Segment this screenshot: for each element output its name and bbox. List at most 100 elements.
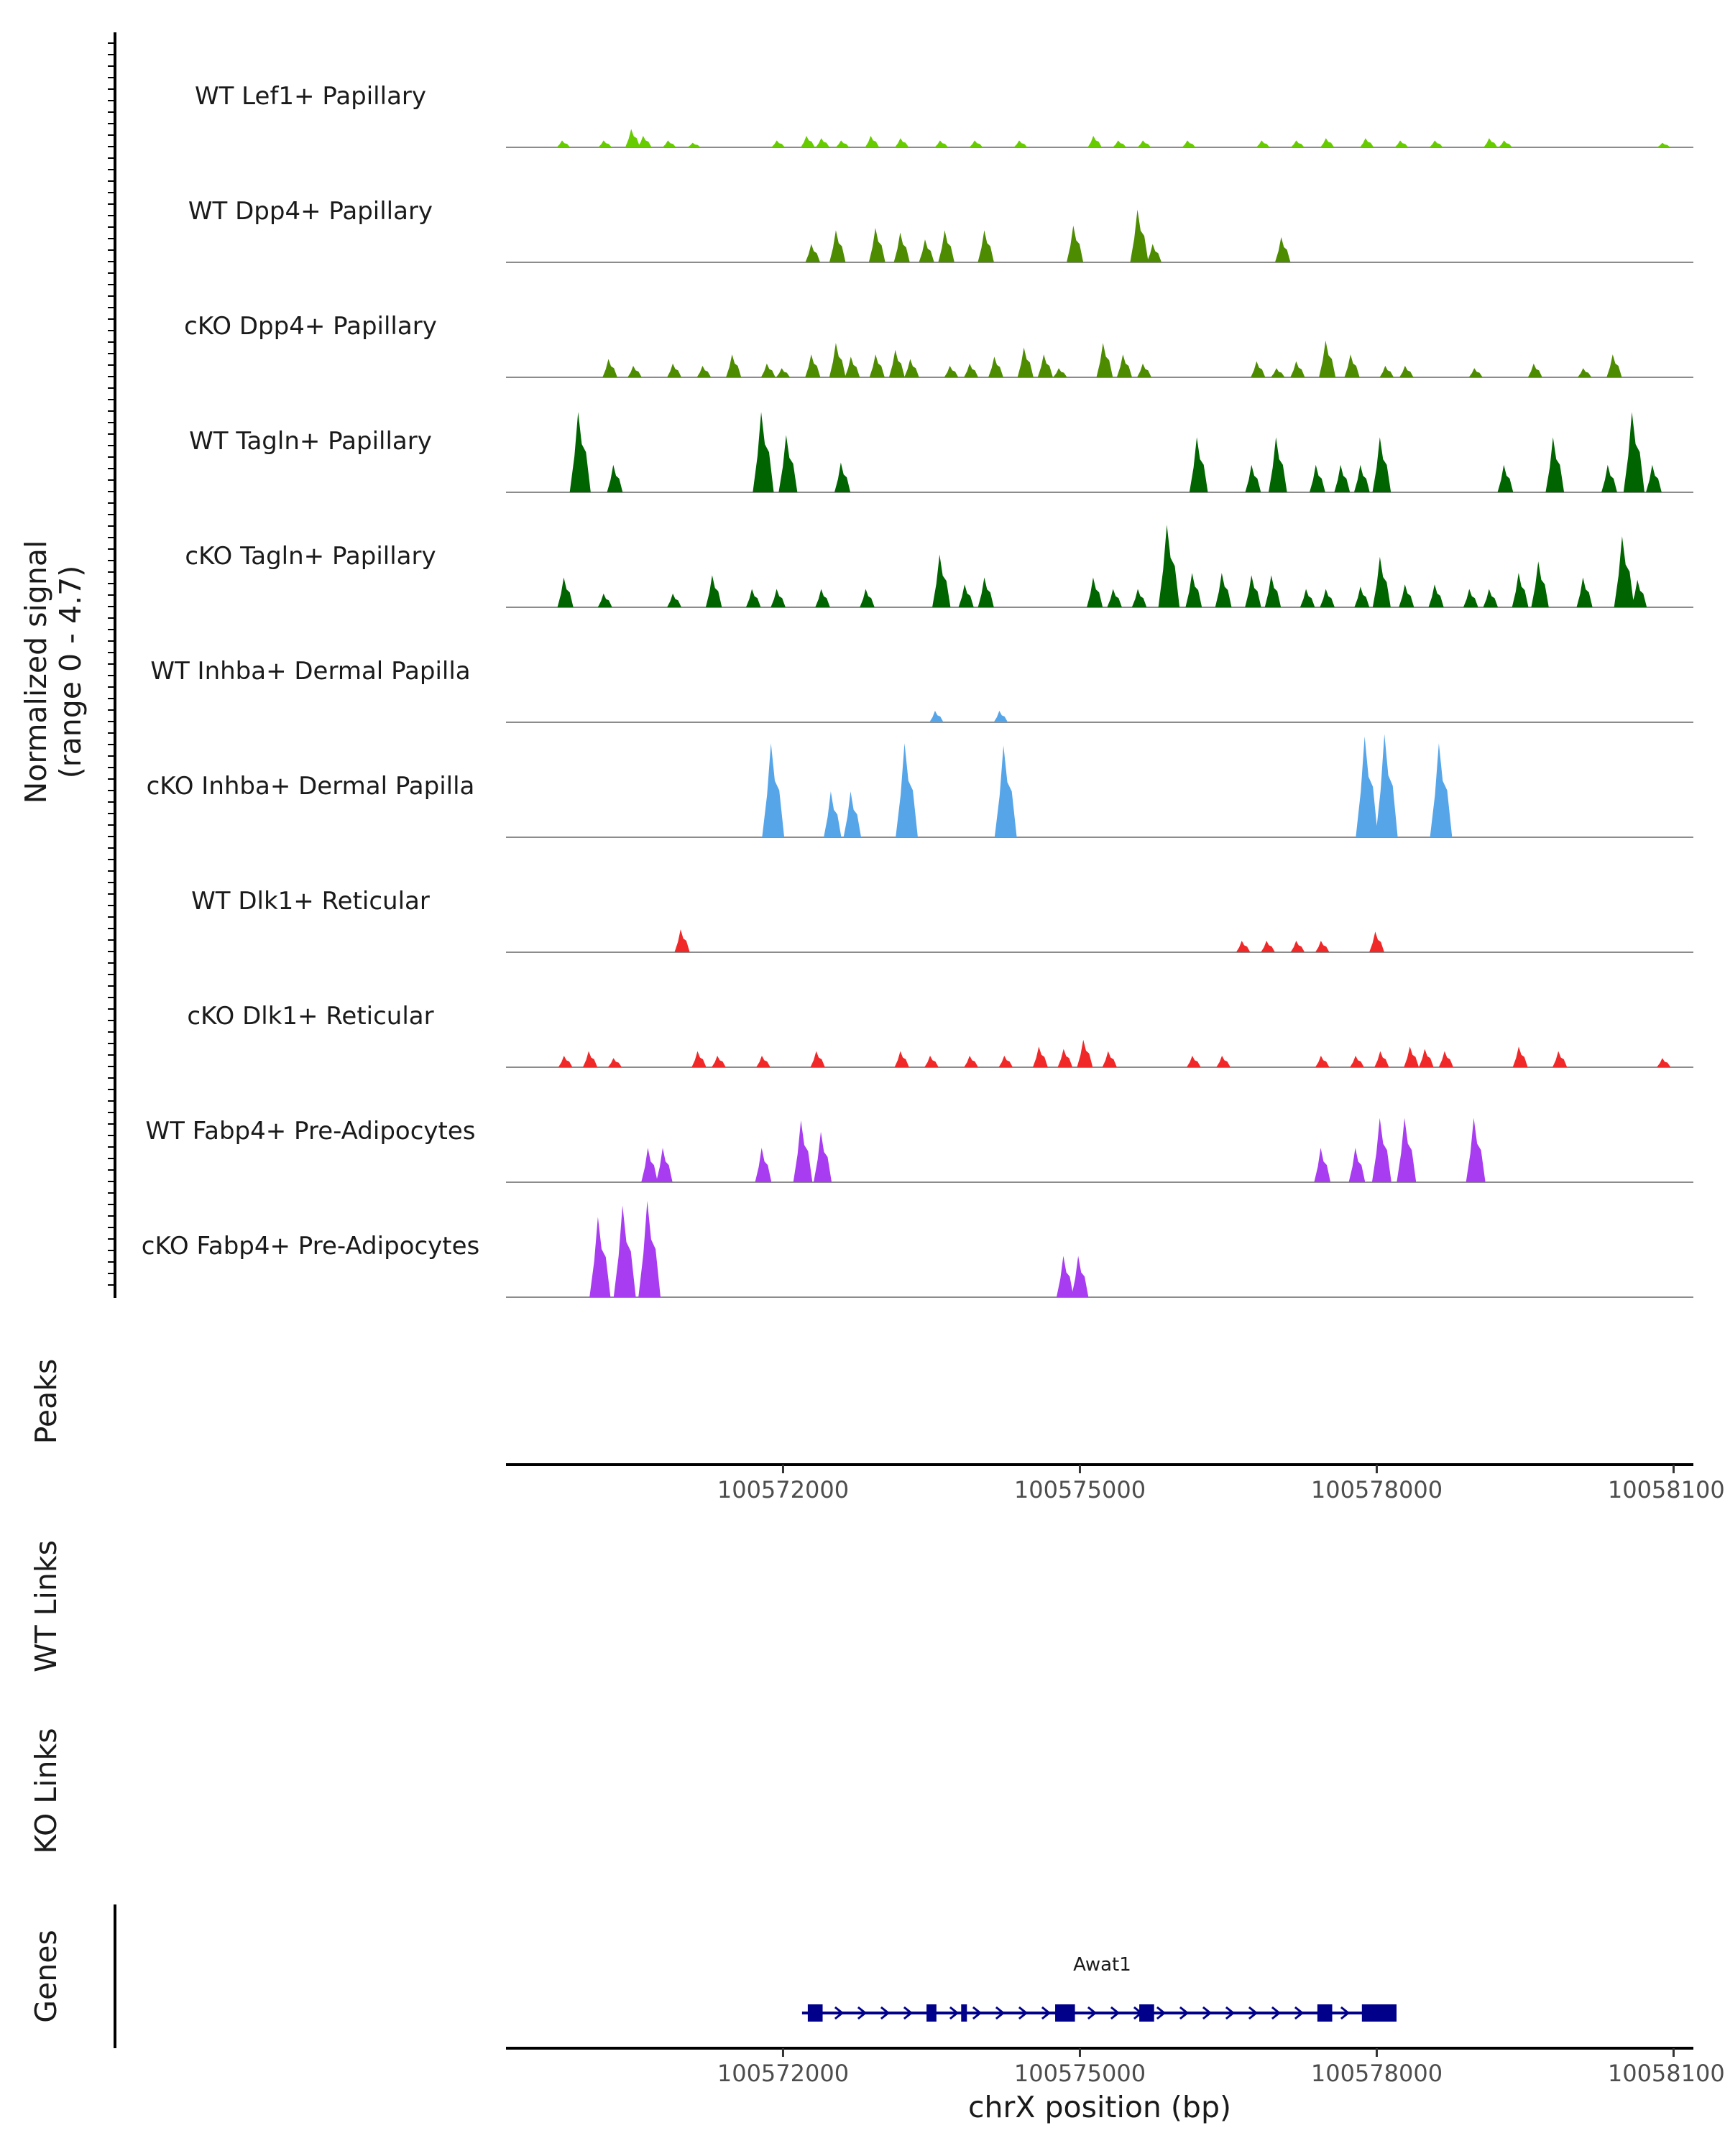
coverage-peak	[869, 354, 885, 377]
coverage-peak	[860, 589, 875, 607]
ko-links-panel-label: KO Links	[29, 1728, 63, 1853]
coverage-peak	[613, 1205, 636, 1297]
coverage-peak	[1397, 1118, 1417, 1182]
coverage-peak	[829, 230, 846, 262]
gene-exon	[1317, 2004, 1333, 2022]
coverage-peak	[1348, 1148, 1366, 1182]
coverage-peak	[1399, 584, 1414, 607]
coverage-peak	[770, 589, 786, 607]
coverage-peak	[1601, 464, 1617, 492]
track-4: WT Tagln+ Papillary	[189, 412, 1693, 493]
coverage-peak	[929, 711, 944, 722]
coverage-peak	[1545, 437, 1565, 492]
coverage-peak	[1344, 354, 1360, 377]
coverage-peak	[1484, 138, 1498, 147]
coverage-peak	[1577, 368, 1592, 377]
track-7: cKO Inhba+ Dermal Papilla	[147, 734, 1693, 838]
coverage-peak	[1360, 138, 1374, 147]
coverage-peak	[904, 359, 919, 377]
coverage-peak	[667, 363, 681, 377]
coverage-peak	[1071, 1256, 1089, 1297]
coverage-peak	[824, 791, 842, 837]
strand-arrow	[1271, 2006, 1282, 2020]
y-axis-title: Normalized signal	[19, 540, 53, 804]
coverage-peak	[893, 232, 910, 262]
track-label: WT Tagln+ Papillary	[189, 427, 432, 456]
coverage-peak	[558, 1056, 573, 1067]
coverage-peak	[1374, 1051, 1389, 1067]
coverage-peak	[745, 589, 761, 607]
strand-arrow	[880, 2006, 891, 2020]
coverage-peak	[1512, 1046, 1528, 1067]
x-tick-label: 100572000	[717, 1476, 849, 1503]
coverage-peak	[1466, 1118, 1486, 1182]
coverage-peak	[756, 1056, 770, 1067]
track-10: WT Fabp4+ Pre-Adipocytes	[146, 1117, 1693, 1183]
x-tick-label: 100581000	[1608, 1476, 1725, 1503]
strand-arrow	[857, 2006, 868, 2020]
track-label: WT Dpp4+ Papillary	[188, 197, 433, 226]
coverage-peak	[932, 554, 951, 607]
coverage-peak	[1182, 140, 1196, 147]
coverage-peak	[597, 593, 612, 607]
x-tick-label: 100575000	[1014, 2060, 1146, 2087]
strand-arrow	[1110, 2006, 1121, 2020]
coverage-peak	[760, 363, 776, 377]
coverage-peak	[868, 228, 886, 262]
peaks-panel-label: Peaks	[29, 1359, 63, 1445]
coverage-peak	[627, 366, 642, 377]
x-tick-label: 100575000	[1014, 1476, 1146, 1503]
gene-exon	[1139, 2004, 1154, 2022]
coverage-peak	[1319, 340, 1336, 377]
coverage-peak	[845, 356, 860, 377]
coverage-peak	[1185, 573, 1202, 607]
coverage-peak	[1087, 136, 1102, 147]
coverage-peak	[1264, 575, 1282, 607]
coverage-peak	[712, 1056, 726, 1067]
coverage-peak	[1428, 584, 1444, 607]
track-label: cKO Dpp4+ Papillary	[184, 312, 437, 341]
coverage-peak	[805, 354, 821, 377]
strand-arrow	[1018, 2006, 1029, 2020]
coverage-peak	[1013, 140, 1028, 147]
strand-arrow	[1202, 2006, 1213, 2020]
coverage-peak	[1215, 573, 1232, 607]
coverage-peak	[1527, 363, 1542, 377]
coverage-peak	[656, 1148, 673, 1182]
coverage-peak	[1017, 347, 1034, 377]
track-label: WT Inhba+ Dermal Papilla	[150, 657, 470, 686]
coverage-peak	[1136, 363, 1151, 377]
coverage-peak	[778, 435, 798, 492]
coverage-peak	[1256, 140, 1270, 147]
track-label: WT Dlk1+ Reticular	[191, 887, 430, 916]
peaks-x-axis-ticks: 100572000 100575000 100578000 100581000	[717, 1465, 1725, 1503]
track-6: WT Inhba+ Dermal Papilla	[150, 657, 1693, 723]
coverage-peak	[1314, 1148, 1331, 1182]
coverage-peak	[934, 140, 949, 147]
coverage-peak	[1419, 1049, 1434, 1067]
coverage-peak	[1315, 1056, 1330, 1067]
coverage-peak	[938, 230, 954, 262]
coverage-peak	[662, 140, 676, 147]
coverage-peak	[895, 138, 909, 147]
track-2: WT Dpp4+ Papillary	[188, 197, 1693, 263]
coverage-peak	[1107, 589, 1122, 607]
coverage-peak	[994, 745, 1017, 837]
gene-Awat1: Awat1	[801, 1954, 1397, 2022]
coverage-peak	[1186, 1056, 1201, 1067]
coverage-peak	[1531, 561, 1549, 607]
coverage-peak	[1116, 354, 1133, 377]
coverage-peak	[1309, 464, 1325, 492]
strand-arrow	[1340, 2006, 1351, 2020]
coverage-peak	[726, 354, 742, 377]
coverage-peak	[582, 1051, 598, 1067]
gene-exon	[1055, 2004, 1075, 2022]
coverage-peak	[589, 1217, 611, 1297]
coverage-peak	[835, 140, 850, 147]
coverage-peak	[793, 1120, 813, 1182]
coverage-peak	[696, 366, 712, 377]
coverage-peak	[1657, 1058, 1671, 1067]
coverage-peak	[1646, 464, 1662, 492]
coverage-peak	[598, 140, 612, 147]
coverage-peak	[865, 136, 880, 147]
